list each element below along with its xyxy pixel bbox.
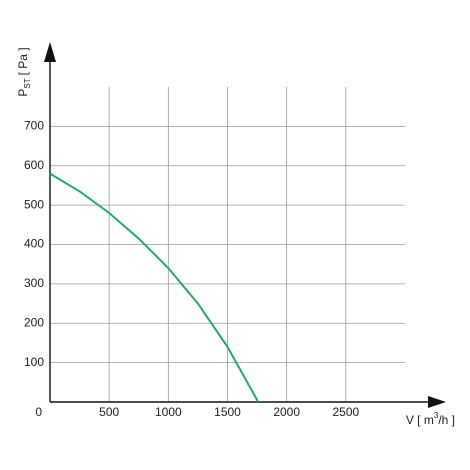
x-axis-label: V [ m3/h ]: [406, 411, 455, 427]
y-tick-label: 600: [24, 158, 44, 172]
y-tick-label: 700: [24, 119, 44, 133]
x-label-sup: 3: [434, 411, 439, 420]
x-label-main: V [ m: [406, 413, 434, 427]
y-axis-arrow: [44, 42, 56, 62]
y-label-main: P: [16, 89, 30, 97]
curve: [49, 172, 260, 403]
y-label-unit: [ Pa ]: [16, 47, 30, 75]
x-tick-label: 0: [35, 405, 42, 419]
y-tick-label: 300: [24, 276, 44, 290]
x-tick-label: 1500: [214, 405, 241, 419]
y-axis-label: PST [ Pa ]: [16, 47, 32, 96]
x-tick-label: 2000: [273, 405, 300, 419]
x-tick-label: 1000: [155, 405, 182, 419]
x-tick-label: 2500: [332, 405, 359, 419]
x-label-unit: /h ]: [438, 413, 455, 427]
y-tick-label: 400: [24, 237, 44, 251]
y-tick-label: 500: [24, 197, 44, 211]
y-label-sub: ST: [23, 78, 32, 88]
y-tick-label: 100: [24, 355, 44, 369]
x-axis-arrow: [428, 396, 446, 408]
x-tick-label: 500: [99, 405, 119, 419]
y-tick-label: 200: [24, 315, 44, 329]
